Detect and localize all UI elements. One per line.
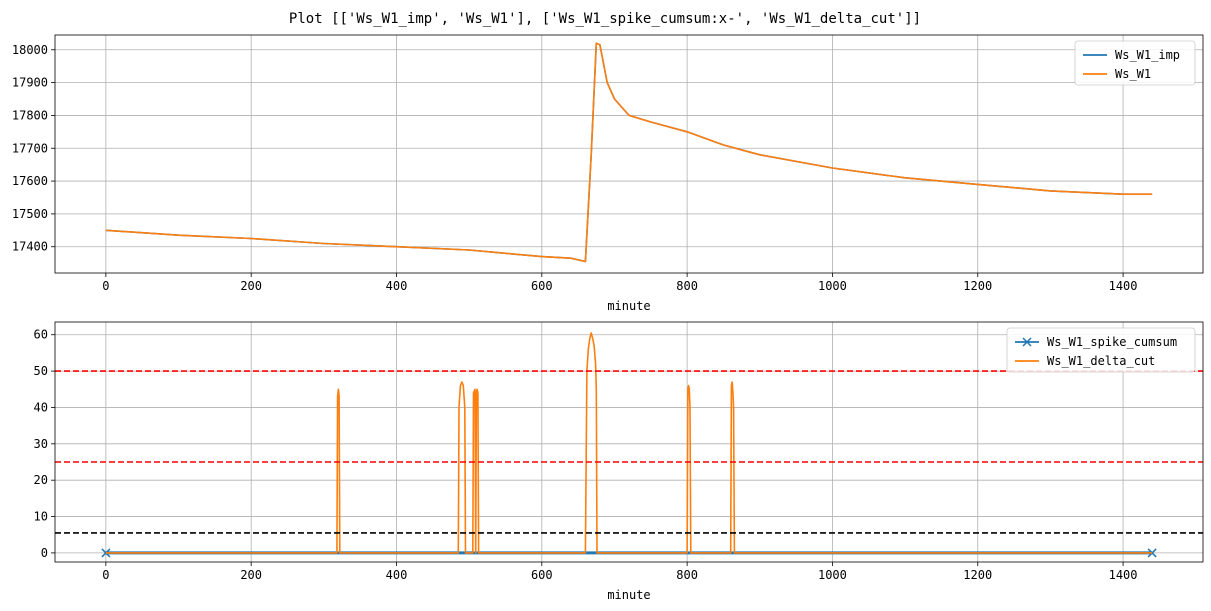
x-tick-label: 1000 (818, 568, 847, 582)
y-tick-label: 17700 (12, 141, 48, 155)
x-tick-label: 200 (240, 279, 262, 293)
legend-label: Ws_W1_imp (1115, 48, 1180, 62)
x-tick-label: 200 (240, 568, 262, 582)
series-line-Ws_W1_delta_cut (105, 332, 1153, 554)
x-axis-label: minute (607, 299, 650, 313)
x-tick-label: 1400 (1109, 279, 1138, 293)
plot-area (105, 42, 1153, 263)
x-tick-label: 1200 (963, 279, 992, 293)
x-tick-label: 400 (386, 279, 408, 293)
x-tick-label: 600 (531, 568, 553, 582)
x-axis-label: minute (607, 588, 650, 602)
axes-frame (54, 34, 1204, 274)
x-tick-label: 600 (531, 279, 553, 293)
x-tick-label: 1400 (1109, 568, 1138, 582)
bottom-axes: 0 200 400 600 800 1000 1200 1400 0 10 20 30 40 50 60 mi… (34, 321, 1204, 602)
x-tick-label: 0 (102, 568, 109, 582)
y-tick-label: 17600 (12, 174, 48, 188)
top-axes: 0 200 400 600 800 1000 1200 1400 17400 17500 17600… (12, 34, 1204, 313)
x-tick-label: 0 (102, 279, 109, 293)
x-tick-label: 800 (676, 568, 698, 582)
x-tick-label: 800 (676, 279, 698, 293)
x-tick-label: 400 (386, 568, 408, 582)
y-tick-label: 17400 (12, 240, 48, 254)
figure-title: Plot [['Ws_W1_imp', 'Ws_W1'], ['Ws_W1_sp… (289, 11, 921, 27)
x-tick-label: 1000 (818, 279, 847, 293)
legend-marker (1022, 337, 1032, 347)
y-tick-label: 10 (34, 510, 48, 524)
legend: Ws_W1_imp Ws_W1 (1074, 40, 1196, 86)
series-marker-Ws_W1_spike_cumsum (1147, 548, 1157, 558)
legend-label: Ws_W1_spike_cumsum (1047, 335, 1177, 349)
legend-label: Ws_W1_delta_cut (1047, 354, 1155, 368)
series-line-Ws_W1 (105, 42, 1153, 263)
legend-label: Ws_W1 (1115, 67, 1151, 81)
y-tick-label: 30 (34, 437, 48, 451)
series-line-Ws_W1_imp (105, 42, 1153, 263)
y-tick-label: 40 (34, 400, 48, 414)
legend: Ws_W1_spike_cumsum Ws_W1_delta_cut (1006, 327, 1196, 373)
y-tick-label: 50 (34, 364, 48, 378)
y-tick-label: 60 (34, 328, 48, 342)
y-tick-label: 17900 (12, 76, 48, 90)
series-marker-Ws_W1_spike_cumsum (101, 548, 111, 558)
y-tick-label: 17500 (12, 207, 48, 221)
y-tick-label: 17800 (12, 108, 48, 122)
legend-box (1006, 327, 1196, 373)
y-tick-label: 18000 (12, 43, 48, 57)
axes-frame (54, 321, 1204, 563)
y-tick-label: 20 (34, 473, 48, 487)
x-tick-label: 1200 (963, 568, 992, 582)
y-tick-label: 0 (41, 546, 48, 560)
